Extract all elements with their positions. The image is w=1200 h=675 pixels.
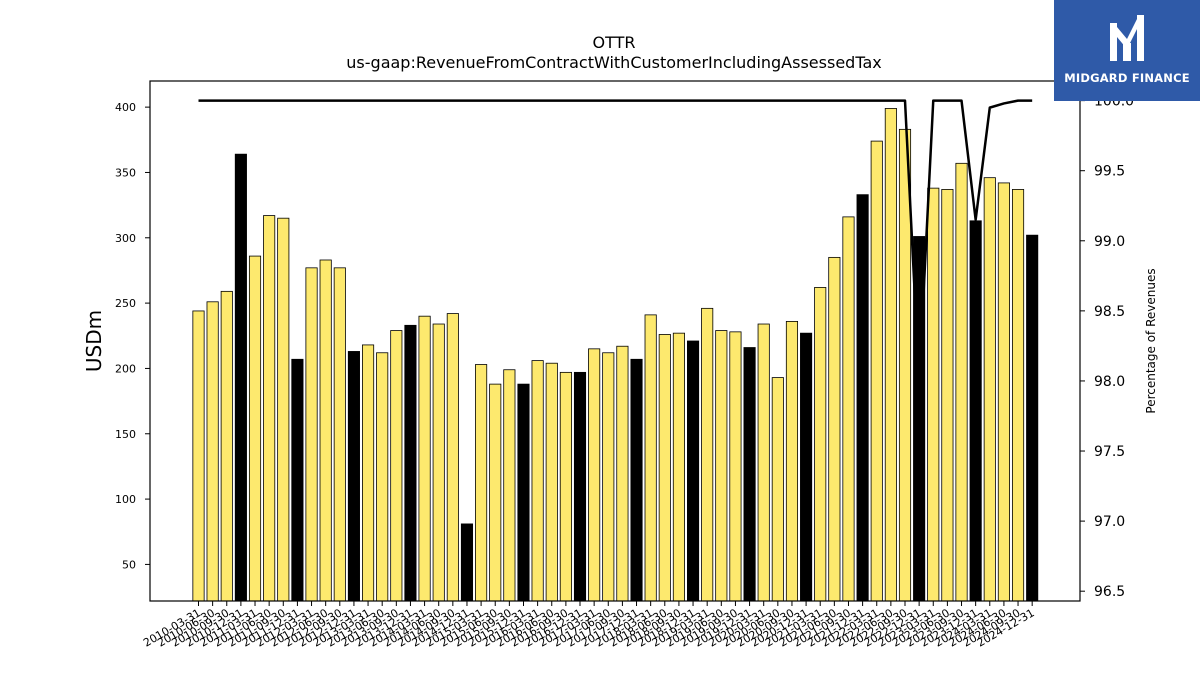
bar xyxy=(884,108,897,602)
bar xyxy=(842,216,855,602)
bar xyxy=(870,140,883,602)
bar xyxy=(489,383,502,602)
bar xyxy=(573,371,587,602)
bar xyxy=(969,220,982,602)
bar xyxy=(376,352,389,602)
bar xyxy=(856,194,869,602)
bar xyxy=(545,362,558,602)
percentage-line-group xyxy=(198,99,1033,383)
bar xyxy=(743,347,756,602)
bar xyxy=(503,369,516,602)
bar xyxy=(390,330,403,602)
bar xyxy=(475,364,488,602)
bar xyxy=(319,259,332,602)
bar xyxy=(927,187,940,602)
percentage-line xyxy=(198,99,1033,383)
bar xyxy=(644,314,657,602)
y2-tick-label: 97.5 xyxy=(1094,444,1125,460)
y-tick-label: 300 xyxy=(115,232,136,245)
y2-tick-label: 96.5 xyxy=(1094,584,1125,600)
bar xyxy=(701,307,714,602)
bar xyxy=(531,360,544,602)
y-tick-label: 250 xyxy=(115,297,136,310)
bar xyxy=(814,287,827,602)
bar xyxy=(729,331,742,602)
bar xyxy=(404,324,417,602)
bar xyxy=(460,523,474,602)
bar xyxy=(248,255,262,602)
chart-subtitle: us-gaap:RevenueFromContractWithCustomerI… xyxy=(346,53,881,72)
y2-tick-label: 99.0 xyxy=(1094,234,1125,250)
y-tick-label: 400 xyxy=(115,101,136,114)
y-tick-label: 150 xyxy=(115,428,136,441)
bar xyxy=(757,323,770,602)
y-tick-label: 100 xyxy=(115,493,136,506)
bar xyxy=(362,344,375,602)
bar xyxy=(1011,189,1025,602)
axes-group: 50 100 150 200 250 300 350 400 96.5 97.0 97.5 98.0 9… xyxy=(115,80,1134,650)
bar xyxy=(616,345,629,602)
bar xyxy=(220,290,233,602)
bars-group xyxy=(192,108,1039,602)
bar xyxy=(559,371,572,602)
brand-logo: MIDGARD FINANCE xyxy=(1054,0,1200,101)
bar xyxy=(983,177,996,602)
bar xyxy=(192,310,205,602)
bar xyxy=(517,383,530,602)
brand-name: MIDGARD FINANCE xyxy=(1064,71,1190,85)
y-tick-label: 200 xyxy=(115,362,136,375)
bar xyxy=(785,320,799,602)
plot-frame xyxy=(149,80,1081,602)
bar xyxy=(997,182,1010,602)
y2-tick-label: 98.5 xyxy=(1094,304,1125,320)
bar xyxy=(941,189,954,602)
logo-mark-icon xyxy=(1110,15,1144,61)
bar xyxy=(206,301,219,602)
y-tick-label: 350 xyxy=(115,166,136,179)
bar xyxy=(446,313,459,602)
y2-tick-label: 99.5 xyxy=(1094,164,1125,180)
bar xyxy=(658,334,671,602)
y-tick-label: 50 xyxy=(122,558,136,571)
bar xyxy=(418,315,431,602)
bar xyxy=(234,153,247,602)
y2-tick-label: 97.0 xyxy=(1094,514,1125,530)
bar xyxy=(771,377,784,602)
bar xyxy=(800,332,813,602)
chart-title: OTTR xyxy=(593,33,636,52)
bar xyxy=(347,351,360,602)
bar xyxy=(277,217,290,602)
y2-tick-label: 98.0 xyxy=(1094,374,1125,390)
bar xyxy=(305,267,318,602)
bar xyxy=(1026,234,1039,602)
bar xyxy=(687,340,700,602)
bar xyxy=(588,348,601,602)
bar xyxy=(672,332,685,602)
bar xyxy=(955,162,968,602)
bar xyxy=(602,352,615,602)
y2-axis-label: Percentage of Revenues xyxy=(1144,268,1158,413)
bar xyxy=(828,256,841,602)
bar xyxy=(333,267,346,602)
bar xyxy=(291,358,304,602)
bar xyxy=(715,330,728,602)
y-axis-label: USDm xyxy=(82,310,106,372)
bar xyxy=(432,323,445,602)
bar xyxy=(263,215,276,602)
bar xyxy=(630,358,643,602)
